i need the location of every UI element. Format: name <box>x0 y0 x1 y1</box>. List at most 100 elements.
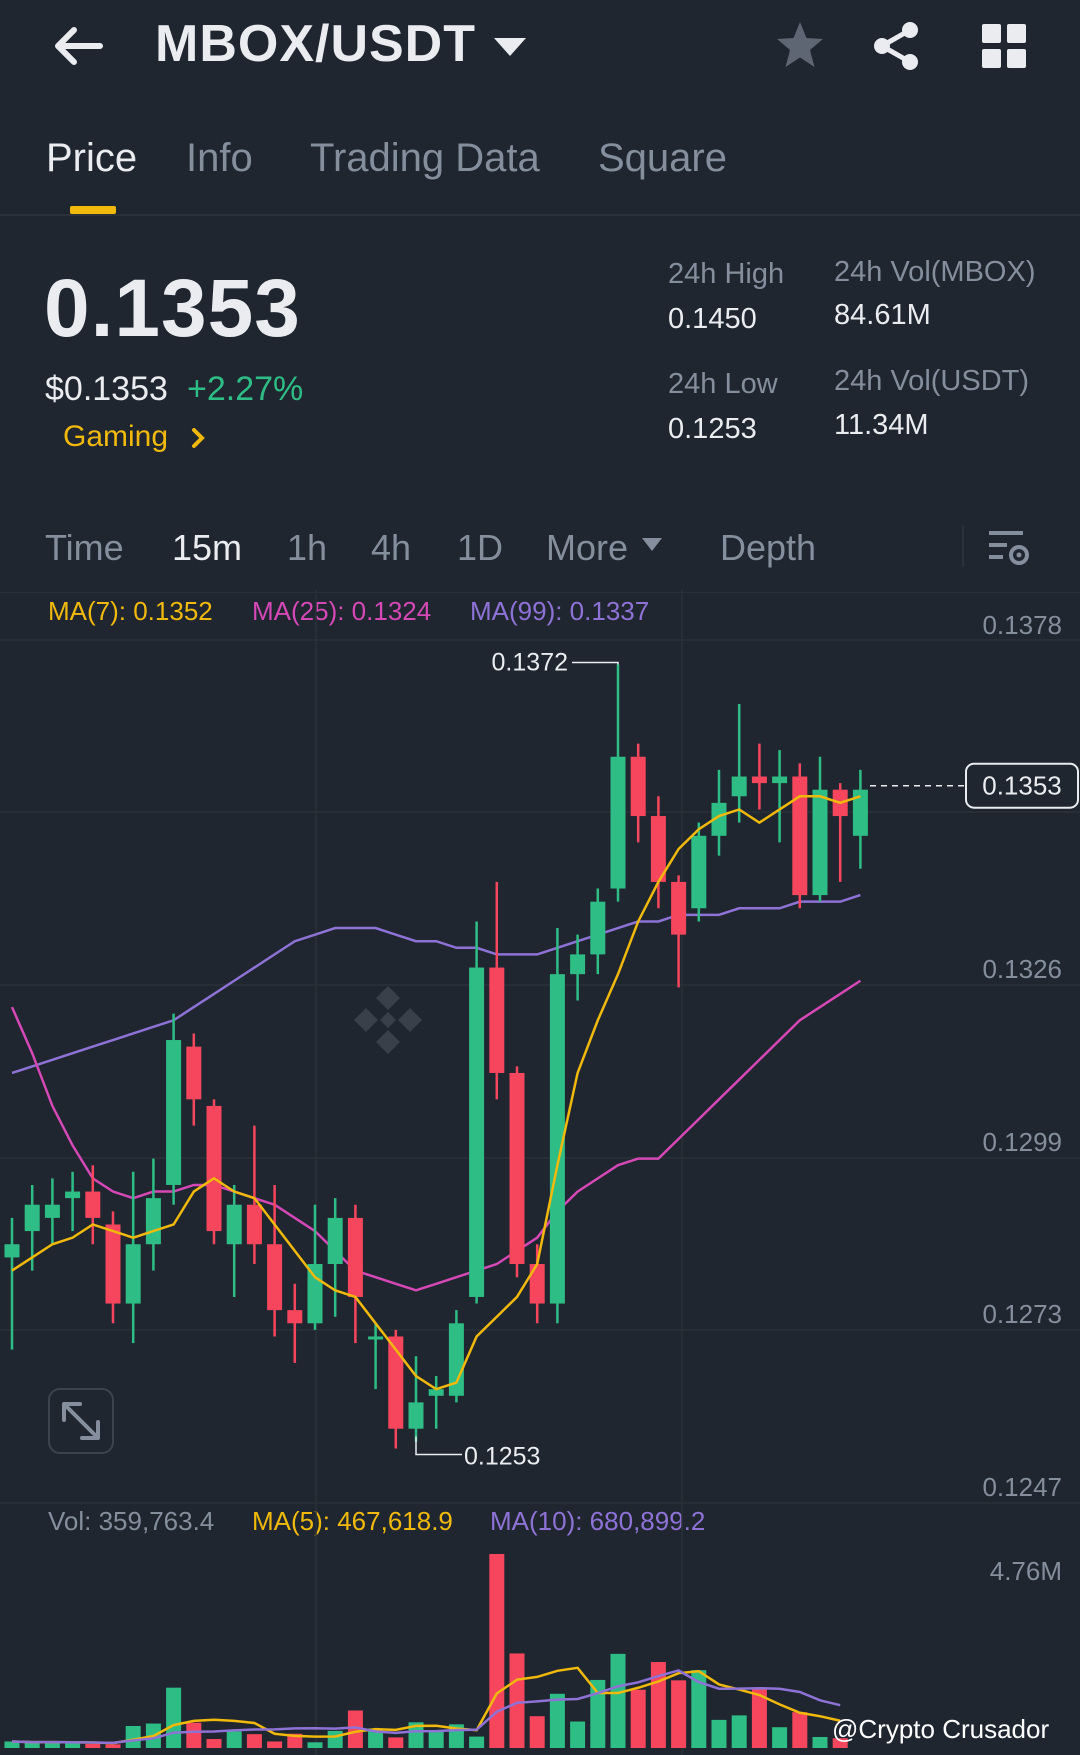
candle-body <box>166 1040 182 1185</box>
candle-body <box>852 789 868 836</box>
volume-bar <box>65 1742 81 1748</box>
grid-icon[interactable] <box>976 18 1032 74</box>
tab-info[interactable]: Info <box>186 136 253 180</box>
last-price: 0.1353 <box>44 263 301 354</box>
volume-tick-label: 4.76M <box>990 1556 1062 1586</box>
volume-bar <box>206 1739 222 1748</box>
ma7-line <box>11 795 861 1391</box>
chevron-right-icon[interactable] <box>188 426 208 450</box>
ma99-line <box>11 893 861 1075</box>
price-usd: $0.1353 <box>45 370 168 408</box>
volume-bars <box>4 1554 848 1748</box>
high-marker-label: 0.1372 <box>492 649 568 677</box>
interval-1d[interactable]: 1D <box>457 527 504 568</box>
vol-base-value: 84.61M <box>834 299 931 331</box>
volume-bar <box>509 1653 525 1748</box>
price-tick-label: 0.1326 <box>982 954 1062 984</box>
interval-depth[interactable]: Depth <box>720 527 817 568</box>
volume-bar <box>125 1725 141 1748</box>
high-marker-line <box>572 661 619 665</box>
candle-body <box>469 967 485 1297</box>
volume-bar <box>772 1727 788 1748</box>
candle-body <box>287 1310 303 1324</box>
interval-more[interactable]: More <box>546 527 629 568</box>
tab-square[interactable]: Square <box>598 136 727 180</box>
binance-watermark <box>354 986 422 1054</box>
ma99-legend: MA(99): 0.1337 <box>470 596 650 626</box>
candle-body <box>145 1198 161 1245</box>
price-tick-label: 0.1299 <box>982 1127 1062 1157</box>
candle-body <box>671 881 687 935</box>
volume-bar <box>267 1741 283 1748</box>
candle-body <box>590 901 606 955</box>
chart-grid <box>0 590 1080 1755</box>
interval-15m[interactable]: 15m <box>172 527 243 568</box>
volume-bar <box>85 1743 101 1748</box>
volume-bar <box>751 1689 767 1748</box>
vol-quote-value: 11.34M <box>834 409 929 441</box>
candle-body <box>65 1191 81 1199</box>
interval-1h[interactable]: 1h <box>287 527 328 568</box>
price-chart[interactable]: 0.1378 0.1326 0.1299 0.1273 0.1247 4.76M 0.135… <box>0 590 1080 1755</box>
candle-body <box>792 776 808 896</box>
ma25-legend: MA(25): 0.1324 <box>252 596 432 626</box>
volume-bar <box>691 1670 707 1748</box>
high-label: 24h High <box>668 258 785 290</box>
candle-body <box>85 1191 101 1218</box>
volume-bar <box>812 1736 828 1748</box>
vol-quote-label: 24h Vol(USDT) <box>834 365 1030 397</box>
volume-bar <box>166 1687 182 1748</box>
vol-base-label: 24h Vol(MBOX) <box>834 256 1036 288</box>
candle-body <box>711 802 727 836</box>
share-icon[interactable] <box>868 18 924 74</box>
volume-bar <box>489 1554 505 1748</box>
candle-body <box>812 789 828 896</box>
candle-body <box>267 1244 283 1311</box>
candle-body <box>509 1072 525 1265</box>
candle-body <box>731 776 747 797</box>
price-tick-label: 0.1247 <box>982 1472 1062 1502</box>
volume-bar <box>307 1742 323 1748</box>
price-tick-label: 0.1273 <box>982 1299 1062 1329</box>
candle-body <box>388 1336 404 1429</box>
vol-ma5-legend: MA(5): 467,618.9 <box>252 1506 453 1536</box>
tab-trading-data[interactable]: Trading Data <box>310 136 540 180</box>
candle-body <box>186 1046 202 1100</box>
candle-body <box>610 756 626 889</box>
ma25-line <box>10 979 862 1292</box>
volume-bar <box>226 1731 242 1748</box>
volume-bar <box>610 1653 626 1748</box>
current-price-box <box>965 762 1079 809</box>
star-icon[interactable] <box>772 18 828 74</box>
volume-bar <box>731 1715 747 1748</box>
candle-body <box>246 1204 262 1245</box>
candle-body <box>549 974 565 1304</box>
interval-4h[interactable]: 4h <box>371 527 412 568</box>
candle-body <box>448 1323 464 1396</box>
back-arrow-icon[interactable] <box>48 22 108 70</box>
expand-icon <box>62 1402 100 1440</box>
candle-body <box>772 776 788 784</box>
candle-body <box>125 1244 141 1304</box>
volume-bar <box>327 1730 343 1748</box>
interval-time[interactable]: Time <box>45 527 124 568</box>
pair-title[interactable]: MBOX/USDT <box>155 15 476 73</box>
chart-labels: 0.1378 0.1326 0.1299 0.1273 0.1247 4.76M 0.135… <box>415 610 1079 1586</box>
candle-body <box>307 1264 323 1324</box>
volume-bar <box>671 1680 687 1748</box>
candle-body <box>650 816 666 882</box>
volume-bar <box>24 1742 40 1748</box>
chart-settings-icon[interactable] <box>986 525 1032 569</box>
volume-bar <box>711 1719 727 1748</box>
candle-body <box>44 1204 60 1218</box>
volume-bar <box>469 1736 485 1748</box>
expand-chart-button[interactable] <box>48 1388 114 1454</box>
category-link[interactable]: Gaming <box>63 420 169 453</box>
ma7-legend: MA(7): 0.1352 <box>48 596 213 626</box>
ma25-line <box>10 979 862 1292</box>
price-tick-label: 0.1378 <box>982 610 1062 640</box>
caret-down-icon[interactable] <box>640 535 664 555</box>
caret-down-icon[interactable] <box>490 32 530 62</box>
low-marker-line <box>415 1436 462 1456</box>
tab-price[interactable]: Price <box>46 136 138 180</box>
